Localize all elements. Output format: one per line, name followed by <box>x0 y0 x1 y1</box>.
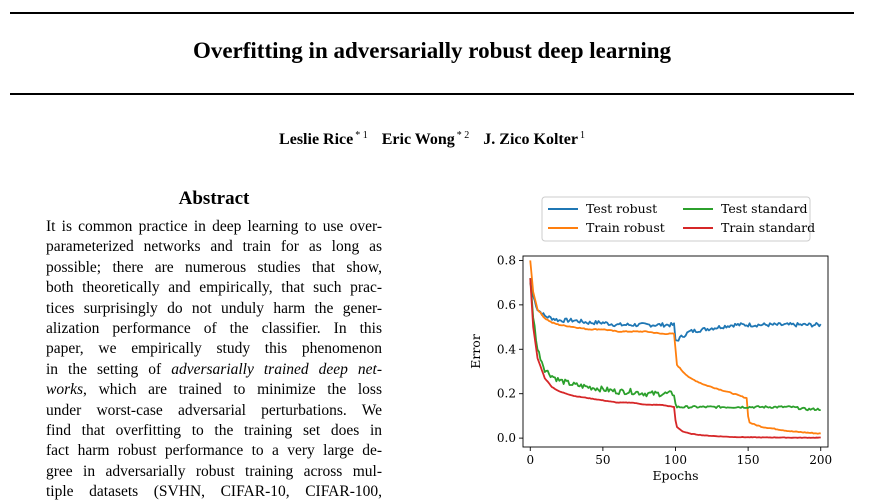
top-rule <box>10 12 854 14</box>
chart-legend: Test robust Train robust Test standard Trai… <box>541 196 815 242</box>
legend-label: Test robust <box>586 201 657 216</box>
x-tick-label: 50 <box>595 453 610 467</box>
abstract-line: tices surprisingly do not unduly harm th… <box>46 299 382 319</box>
legend-label: Test standard <box>721 201 808 216</box>
author-list: Leslie Rice * 1 Eric Wong * 2 J. Zico Kolt… <box>0 130 864 149</box>
abstract-line: fact harm robust performance to a very l… <box>46 441 382 461</box>
author-affiliation-mark: * 2 <box>456 130 470 141</box>
series-line-train-robust <box>529 260 821 435</box>
abstract-text-run: fact harm robust performance to a very l… <box>46 442 382 460</box>
y-tick-label: 0.4 <box>497 342 516 356</box>
abstract-text-run: , which are trained to minimize the loss <box>83 381 382 399</box>
abstract-italic-run: adversarially trained deep net- <box>171 360 382 378</box>
series-line-test-robust <box>529 282 822 342</box>
x-tick-label: 100 <box>664 453 687 467</box>
abstract-text-run: both theoretically and empirically, that… <box>46 279 382 297</box>
y-tick-label: 0.8 <box>497 253 516 267</box>
abstract-line: It is common practice in deep learning t… <box>46 217 382 237</box>
author-name: Leslie Rice <box>279 131 354 148</box>
series-line-test-standard <box>529 278 821 412</box>
series-line-train-standard <box>529 278 821 439</box>
legend-label: Train standard <box>721 220 815 235</box>
error-curves-chart: Test robust Train robust Test standard Trai… <box>468 196 832 483</box>
y-tick-label: 0.6 <box>497 298 516 312</box>
abstract-text-run: alization performance of the classifier.… <box>46 320 382 338</box>
y-tick-label: 0.2 <box>497 387 516 401</box>
x-tick-label: 150 <box>737 453 760 467</box>
abstract-body: It is common practice in deep learning t… <box>46 217 382 503</box>
abstract-line: in the setting of adversarially trained … <box>46 360 382 380</box>
abstract-line: under worst-case adversarial perturbatio… <box>46 401 382 421</box>
abstract-text-run: in the setting of <box>46 360 172 378</box>
author-affiliation-mark: * 1 <box>355 130 368 141</box>
abstract-line: parameterized networks and train for as … <box>46 237 382 257</box>
abstract-text-run: parameterized networks and train for as … <box>46 238 382 256</box>
author-name: J. Zico Kolter <box>483 131 578 148</box>
plot-area: 0 50 100 150 200 0.0 0.2 0.4 0.6 0.8 Epochs Error <box>468 253 832 483</box>
abstract-text-run: tices surprisingly do not unduly harm th… <box>46 299 382 317</box>
legend-label: Train robust <box>586 220 665 235</box>
y-axis-label: Error <box>468 334 483 369</box>
abstract-text-run: under worst-case adversarial perturbatio… <box>46 401 382 419</box>
abstract-line: gree in adversarially robust training ac… <box>46 462 382 482</box>
abstract-text-run: tiple datasets (SVHN, CIFAR-10, CIFAR-10… <box>46 483 382 501</box>
author-1: Leslie Rice * 1 <box>279 130 368 148</box>
x-tick-label: 200 <box>809 453 832 467</box>
abstract-italic-run: works <box>46 381 84 399</box>
abstract-text-run: gree in adversarially robust training ac… <box>46 462 382 480</box>
abstract-text-run: possible; there are numerous studies tha… <box>46 258 382 276</box>
abstract-text-run: paper, we empirically study this phenome… <box>46 340 382 358</box>
abstract-text-run: find that overfitting to the training se… <box>46 422 382 440</box>
author-2: Eric Wong * 2 <box>381 130 470 148</box>
abstract-line: alization performance of the classifier.… <box>46 319 382 339</box>
y-tick-label: 0.0 <box>497 431 516 445</box>
abstract-line: possible; there are numerous studies tha… <box>46 258 382 278</box>
legend-frame <box>541 196 811 242</box>
abstract-line: tiple datasets (SVHN, CIFAR-10, CIFAR-10… <box>46 482 382 502</box>
abstract-heading: Abstract <box>178 188 250 209</box>
error-curves-figure: Test robust Train robust Test standard Trai… <box>460 192 840 497</box>
x-tick-label: 0 <box>526 453 534 467</box>
author-3: J. Zico Kolter 1 <box>483 130 585 148</box>
abstract-line: paper, we empirically study this phenome… <box>46 339 382 359</box>
x-axis-label: Epochs <box>652 468 698 483</box>
author-name: Eric Wong <box>381 131 455 148</box>
abstract-line: works, which are trained to minimize the… <box>46 380 382 400</box>
title-bottom-rule <box>10 93 854 95</box>
abstract-line: both theoretically and empirically, that… <box>46 278 382 298</box>
author-affiliation-mark: 1 <box>579 130 585 141</box>
paper-title: Overfitting in adversarially robust deep… <box>192 38 672 63</box>
abstract-line: find that overfitting to the training se… <box>46 421 382 441</box>
abstract-text-run: It is common practice in deep learning t… <box>46 218 382 235</box>
